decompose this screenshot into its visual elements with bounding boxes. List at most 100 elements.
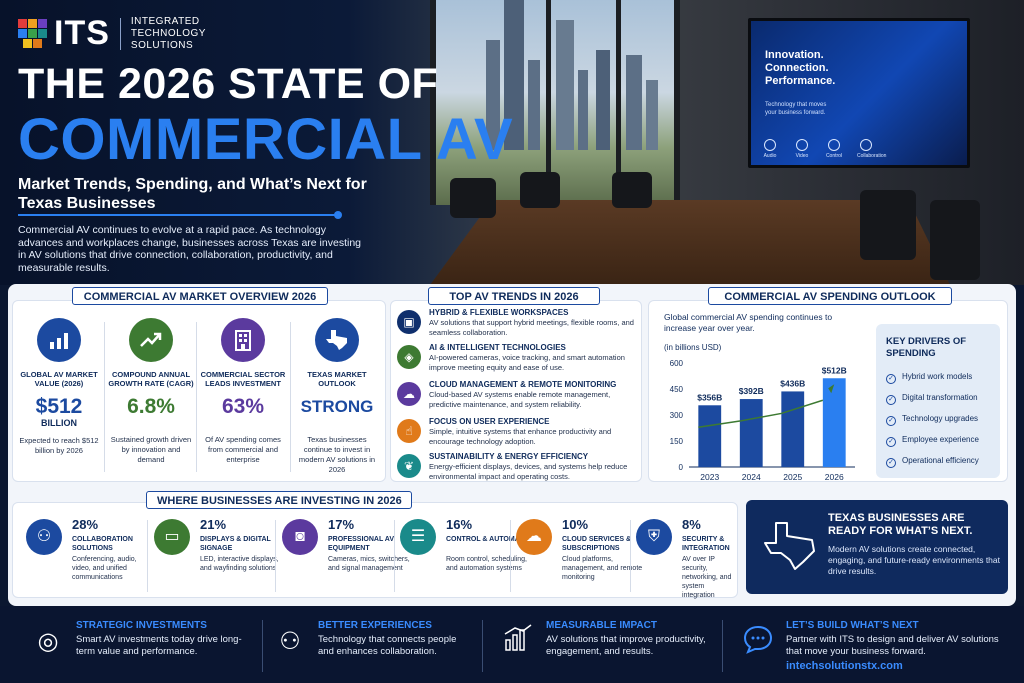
camera-icon: ◙ [282,519,318,555]
spending-description: Global commercial AV spending continues … [664,312,833,333]
y-tick-label: 600 [670,359,684,368]
check-icon: ✓ [886,437,896,447]
chair [930,200,980,280]
data-label: $392B [739,386,764,396]
monitor-icon: ▭ [154,519,190,555]
trend-item: ☁ CLOUD MANAGEMENT & REMOTE MONITORING C… [397,380,637,412]
page-subtitle: Market Trends, Spending, and What’s Next… [18,176,367,212]
data-label: $512B [822,365,847,375]
trend-item: ❦ SUSTAINABILITY & ENERGY EFFICIENCY Ene… [397,452,637,484]
brand-subtitle: INTEGRATED TECHNOLOGY SOLUTIONS [130,15,206,51]
x-tick-label: 2023 [700,472,719,482]
hybrid-workspace-icon: ▣ [397,310,421,334]
overview-item-cagr: COMPOUND ANNUAL GROWTH RATE (CAGR) 6.8% … [108,318,194,465]
key-drivers-box: KEY DRIVERS OF SPENDING ✓ Hybrid work mod… [876,324,1000,478]
investing-item-pro-av: ◙ 17% PROFESSIONAL AV EQUIPMENT Cameras,… [282,515,410,595]
overview-value: 63% [221,395,265,418]
investing-item-control: ☰ 16% CONTROL & AUTOMATION Room control,… [400,515,536,595]
chair [520,172,560,208]
trends-panel [390,300,642,482]
bar [781,391,805,467]
driver-item: ✓ Employee experience [886,435,979,447]
driver-item: ✓ Operational efficiency [886,456,979,468]
investing-item-displays: ▭ 21% DISPLAYS & DIGITAL SIGNAGE LED, in… [154,515,279,595]
cloud-icon: ☁ [516,519,552,555]
trend-item: ☝ FOCUS ON USER EXPERIENCE Simple, intui… [397,417,637,449]
growth-chart-icon [500,624,536,660]
overview-value: STRONG [300,397,374,416]
display-screen: Innovation. Connection. Performance. Tec… [748,18,970,168]
screen-collaboration-icon: Collaboration [857,139,886,159]
overview-value: 6.8% [127,395,175,418]
driver-item: ✓ Digital transformation [886,393,978,405]
logo-mark-icon [18,18,48,49]
spending-title: COMMERCIAL AV SPENDING OUTLOOK [708,287,952,305]
driver-item: ✓ Technology upgrades [886,414,978,426]
logo-text: ITS [54,14,110,52]
website-link[interactable]: intechsolutionstx.com [786,660,903,672]
footer-item-strategic: ◎ STRATEGIC INVESTMENTS Smart AV investm… [30,618,260,674]
screen-video-icon: Video [793,139,811,159]
window-skyline [430,0,680,205]
leaf-icon: ❦ [397,454,421,478]
check-icon: ✓ [886,374,896,384]
footer-item-impact: MEASURABLE IMPACT AV solutions that impr… [500,618,710,674]
trend-item: ▣ HYBRID & FLEXIBLE WORKSPACES AV soluti… [397,308,637,340]
bar [739,399,763,467]
y-tick-label: 150 [670,437,684,446]
overview-value: $512 [35,395,83,418]
texas-description: Modern AV solutions create connected, en… [828,544,1001,576]
key-drivers-title: KEY DRIVERS OF SPENDING [886,336,967,359]
trend-item: ◈ AI & INTELLIGENT TECHNOLOGIES AI-power… [397,343,637,375]
bar [822,378,846,467]
trend-line [698,399,824,429]
trends-title: TOP AV TRENDS IN 2026 [428,287,600,305]
shield-icon: ⛨ [636,519,672,555]
touch-icon: ☝ [397,419,421,443]
ai-chip-icon: ◈ [397,345,421,369]
overview-item-market-value: GLOBAL AV MARKET VALUE (2026) $512 BILLI… [16,318,102,456]
y-tick-label: 0 [679,463,684,472]
x-tick-label: 2024 [742,472,761,482]
chair [612,172,652,208]
footer-item-experiences: ⚇ BETTER EXPERIENCES Technology that con… [272,618,472,674]
bar-chart-icon [37,318,81,362]
screen-control-icon: Control [825,139,843,159]
chat-icon [740,624,776,660]
texas-callout: TEXAS BUSINESSES ARE READY FOR WHAT’S NE… [746,500,1008,594]
texas-icon [315,318,359,362]
check-icon: ✓ [886,395,896,405]
texas-title: TEXAS BUSINESSES ARE READY FOR WHAT’S NE… [828,512,973,537]
building-icon [221,318,265,362]
screen-headline: Innovation. Connection. Performance. [765,49,836,87]
y-tick-label: 450 [670,385,684,394]
group-icon: ⚇ [279,628,301,655]
chair [860,190,916,260]
brand-logo: ITS INTEGRATED TECHNOLOGY SOLUTIONS [18,14,206,53]
hero-banner: Innovation. Connection. Performance. Tec… [0,0,1024,285]
overview-item-commercial-sector: COMMERCIAL SECTOR LEADS INVESTMENT 63% O… [200,318,286,465]
driver-item: ✓ Hybrid work models [886,372,972,384]
texas-map-icon [764,522,815,570]
screen-audio-icon: Audio [761,139,779,159]
intro-paragraph: Commercial AV continues to evolve at a r… [18,224,362,274]
page-title-line2: COMMERCIAL AV [18,107,514,172]
investing-item-collaboration: ⚇ 28% COLLABORATION SOLUTIONS Conferenci… [26,515,150,595]
market-overview-title: COMMERCIAL AV MARKET OVERVIEW 2026 [72,287,328,305]
x-tick-label: 2026 [825,472,844,482]
data-label: $356B [697,392,722,402]
investing-title: WHERE BUSINESSES ARE INVESTING IN 2026 [146,491,412,509]
trend-up-icon [129,318,173,362]
investing-panel [12,502,738,598]
check-icon: ✓ [886,458,896,468]
investing-item-cloud: ☁ 10% CLOUD SERVICES & SUBSCRIPTIONS Clo… [516,515,642,595]
x-tick-label: 2025 [783,472,802,482]
chair [450,178,496,218]
target-icon: ◎ [37,628,59,655]
spending-bar-chart: 0 150 300 450 600 $356B 2023 $392B 2024 $436B 2025… [670,359,855,482]
check-icon: ✓ [886,416,896,426]
trend-arrow [828,384,835,394]
sliders-icon: ☰ [400,519,436,555]
bar [698,405,722,467]
people-icon: ⚇ [26,519,62,555]
